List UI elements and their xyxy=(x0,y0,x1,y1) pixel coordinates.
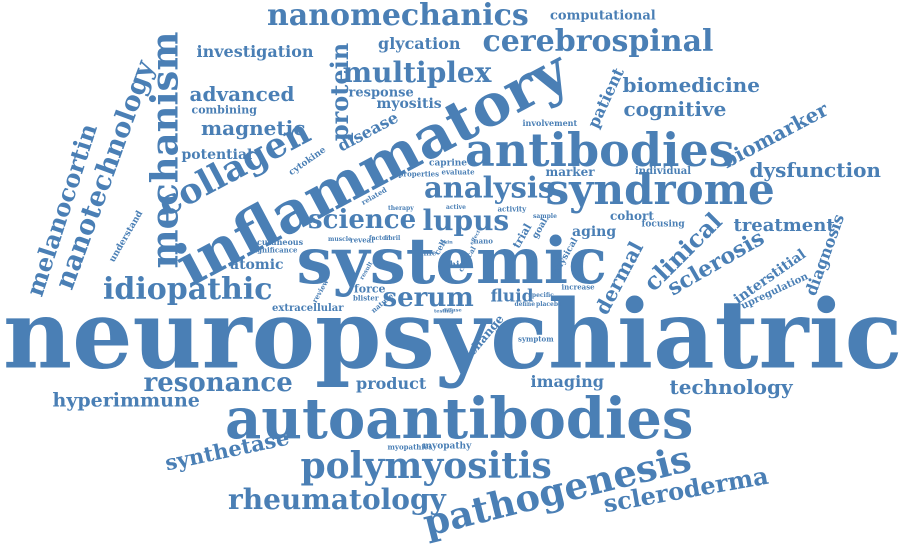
word-evaluate: evaluate xyxy=(441,167,475,177)
word-nano: nano xyxy=(473,236,493,246)
word-analysis: analysis xyxy=(424,170,555,205)
word-cohort: cohort xyxy=(610,209,654,223)
word-symptom: symptom xyxy=(518,334,554,344)
word-multiplex: multiplex xyxy=(342,56,492,89)
word-fluid: fluid xyxy=(490,286,534,307)
word-myopathy: myopathy xyxy=(422,441,472,452)
word-specific: specific xyxy=(528,292,554,299)
word-idiopathic: idiopathic xyxy=(103,272,273,307)
word-syndrome: syndrome xyxy=(545,165,775,214)
word-patient: patient xyxy=(583,64,628,131)
word-individual: individual xyxy=(635,166,692,177)
word-sample: sample xyxy=(533,213,557,220)
word-cutaneous: cutaneous xyxy=(257,237,304,247)
word-testing: testing xyxy=(434,308,454,315)
word-myositis: myositis xyxy=(376,96,442,112)
word-force: force xyxy=(354,282,386,296)
word-product: product xyxy=(356,374,427,393)
word-biomedicine: biomedicine xyxy=(622,73,760,97)
word-focusing: focusing xyxy=(641,219,685,230)
word-understand: understand xyxy=(107,209,146,265)
word-factor: factor xyxy=(369,235,390,242)
word-active: active xyxy=(446,204,466,211)
word-define: define xyxy=(514,301,536,308)
word-myopathies: myopathies xyxy=(387,442,433,452)
word-science: science xyxy=(308,205,417,235)
word-serum: serum xyxy=(382,283,474,313)
word-advanced: advanced xyxy=(189,82,295,106)
word-imaging: imaging xyxy=(530,372,604,391)
word-properties: properties xyxy=(398,169,440,179)
word-increase: increase xyxy=(561,282,595,292)
word-reveal: reveal xyxy=(350,235,374,245)
word-marker: marker xyxy=(545,165,595,179)
word-hic: hic xyxy=(449,260,465,271)
word-cerebrospinal: cerebrospinal xyxy=(482,24,714,59)
word-technology: technology xyxy=(669,375,793,399)
word-combining: combining xyxy=(191,103,257,117)
word-response: response xyxy=(348,85,414,101)
word-cognitive: cognitive xyxy=(623,97,727,121)
word-life: life xyxy=(423,248,437,258)
word-activity: activity xyxy=(497,204,527,214)
word-resonance: resonance xyxy=(143,368,293,398)
word-placebo: placebo xyxy=(536,301,563,308)
word-potential: potential xyxy=(181,147,253,163)
word-atomic: atomic xyxy=(230,257,284,273)
word-neuropsychiatric: neuropsychiatric xyxy=(3,279,900,391)
word-magnetic: magnetic xyxy=(201,116,306,140)
word-nanomechanics: nanomechanics xyxy=(267,0,529,33)
word-hyperimmune: hyperimmune xyxy=(52,389,200,412)
word-aging: aging xyxy=(572,224,617,240)
word-glycation: glycation xyxy=(378,34,461,53)
word-therapy: therapy xyxy=(388,205,414,212)
word-dysfunction: dysfunction xyxy=(749,158,881,182)
word-autoantibodies: autoantibodies xyxy=(225,386,694,452)
word-rheumatology: rheumatology xyxy=(228,483,446,516)
word-caprine: caprine xyxy=(429,158,468,169)
word-muscle: muscle xyxy=(328,236,352,243)
word-antibodies: antibodies xyxy=(465,123,735,177)
word-computational: computational xyxy=(550,8,656,24)
word-investigation: investigation xyxy=(196,42,314,61)
word-systemic: systemic xyxy=(296,224,608,299)
word-skin: skin xyxy=(441,239,453,246)
word-treatment: treatment xyxy=(733,215,835,236)
word-extracellular: extracellular xyxy=(272,303,344,314)
word-polymyositis: polymyositis xyxy=(300,445,552,487)
word-blister: blister xyxy=(353,293,379,303)
word-diffuse: diffuse xyxy=(442,307,462,314)
word-fibril: fibril xyxy=(384,235,401,242)
word-significance: significance xyxy=(250,245,298,255)
word-involvement: involvement xyxy=(522,118,578,128)
word-lupus: lupus xyxy=(422,204,510,237)
